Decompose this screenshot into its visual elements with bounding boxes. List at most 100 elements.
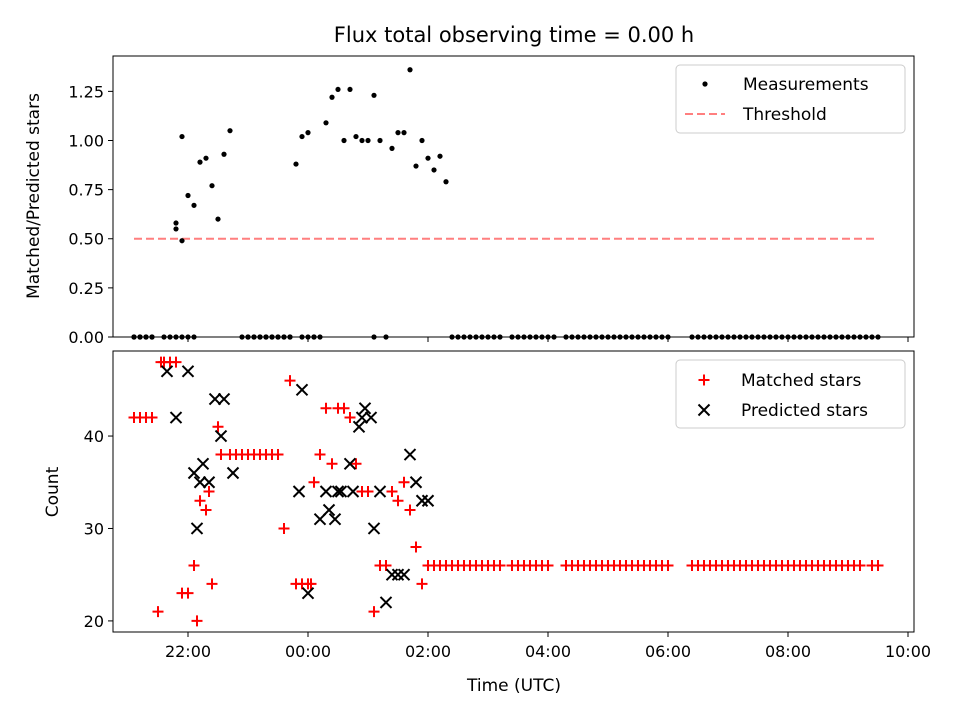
predicted-star-point: [319, 485, 333, 498]
predicted-star-point: [373, 485, 387, 498]
predicted-star-point: [295, 383, 309, 397]
matched-star-point: [380, 559, 392, 571]
measurement-point: [437, 153, 443, 159]
measurement-point: [221, 151, 227, 157]
matched-star-point: [872, 559, 884, 571]
matched-star-point: [170, 356, 182, 368]
measurement-point: [419, 137, 425, 144]
measurement-point: [173, 226, 179, 232]
measurement-point: [395, 130, 401, 136]
matched-star-point: [398, 476, 410, 488]
predicted-star-point: [331, 485, 345, 498]
predicted-star-point: [226, 466, 240, 480]
predicted-star-point: [379, 596, 393, 609]
matched-star-point: [338, 402, 350, 414]
top-y-tick-label: 1.25: [68, 82, 104, 101]
chart-title: Flux total observing time = 0.00 h: [334, 23, 694, 47]
measurement-point: [329, 94, 335, 100]
bottom-x-tick-label: 08:00: [765, 642, 811, 661]
predicted-star-point: [352, 420, 366, 434]
bottom-plot-area: 20 30 40 22:00 00:00 02:00 04:00 06:00 08:00 10:0…: [84, 350, 931, 661]
bottom-panel: 20 30 40 22:00 00:00 02:00 04:00 06:00 08:00 10:0…: [43, 350, 931, 696]
matched-star-point: [284, 375, 296, 387]
matched-star-point: [203, 486, 215, 497]
matched-star-point: [542, 559, 554, 571]
bottom-x-tick-label: 00:00: [285, 642, 331, 661]
measurement-point: [401, 130, 407, 136]
measurement-point: [203, 155, 209, 161]
matched-star-point: [182, 587, 194, 599]
bottom-axes-frame: [112, 350, 915, 633]
measurement-point: [293, 161, 299, 167]
matched-star-point: [188, 559, 200, 571]
top-y-axis-label: Matched/Predicted stars: [24, 93, 44, 299]
measurement-point: [347, 86, 353, 93]
predicted-star-point: [208, 392, 222, 406]
measurement-point: [197, 159, 203, 165]
predicted-star-point: [421, 494, 435, 507]
matched-star-point: [200, 504, 212, 516]
predicted-star-point: [181, 365, 195, 378]
bottom-legend: Matched stars Predicted stars: [675, 359, 906, 429]
measurement-point: [209, 183, 215, 189]
matched-star-point: [146, 412, 158, 424]
matched-star-point: [206, 578, 218, 590]
matched-star-point: [386, 486, 398, 497]
predicted-star-point: [364, 411, 378, 424]
matched-star-point: [494, 559, 506, 571]
top-panel: 0.00 0.25 0.50 0.75 1.00 1.25 Matched/Predict…: [24, 55, 915, 347]
predicted-star-point: [346, 485, 360, 498]
matched-star-point: [191, 615, 203, 627]
matched-star-point: [305, 578, 317, 590]
matched-star-point: [362, 486, 374, 497]
measurement-point: [173, 220, 179, 226]
measurement-point: [371, 92, 377, 98]
top-y-tick-label: 0.75: [68, 181, 104, 200]
predicted-star-point: [169, 411, 183, 424]
measurement-point: [179, 238, 185, 244]
x-axis-label: Time (UTC): [466, 676, 561, 696]
measurement-point: [365, 137, 371, 144]
top-y-tick-label: 0.00: [68, 328, 104, 347]
predicted-star-point: [334, 485, 348, 498]
predicted-star-point: [313, 513, 327, 526]
measurement-point: [389, 145, 395, 151]
predicted-star-point: [196, 457, 210, 470]
measurement-point: [305, 130, 311, 136]
bottom-y-tick-label: 40: [84, 427, 104, 446]
measurement-point: [353, 133, 359, 140]
predicted-star-point: [214, 429, 228, 443]
legend-predicted-marker: [697, 403, 711, 417]
measurement-point: [341, 137, 347, 144]
measurement-point: [425, 155, 431, 161]
bottom-y-tick-label: 30: [84, 519, 104, 538]
top-legend: Measurements Threshold: [675, 64, 906, 134]
predicted-star-point: [397, 568, 411, 581]
measurement-point: [407, 67, 413, 73]
predicted-star-point: [343, 457, 357, 470]
predicted-star-point: [217, 392, 231, 406]
measurement-point: [227, 128, 233, 134]
predicted-star-point: [292, 485, 306, 498]
measurement-point: [335, 86, 341, 93]
measurement-point: [443, 179, 449, 185]
matched-star-point: [194, 495, 206, 507]
bottom-x-tick-label: 22:00: [165, 642, 211, 661]
bottom-y-axis-label: Count: [43, 466, 63, 517]
predicted-star-point: [301, 586, 315, 600]
predicted-star-point: [193, 476, 207, 489]
matched-star-point: [272, 449, 284, 461]
matched-star-point: [392, 495, 404, 507]
legend-matched-label: Matched stars: [741, 371, 861, 391]
predicted-star-point: [355, 411, 369, 424]
top-y-tick-label: 1.00: [68, 131, 104, 150]
legend-threshold-label: Threshold: [742, 105, 827, 125]
bottom-x-tick-label: 10:00: [885, 642, 931, 661]
matched-star-point: [212, 421, 224, 433]
measurement-point: [185, 192, 191, 199]
matched-star-point: [410, 541, 422, 553]
predicted-star-point: [190, 522, 204, 535]
bottom-x-tick-label: 04:00: [525, 642, 571, 661]
top-legend-box: [675, 64, 906, 134]
matched-star-point: [308, 476, 320, 488]
